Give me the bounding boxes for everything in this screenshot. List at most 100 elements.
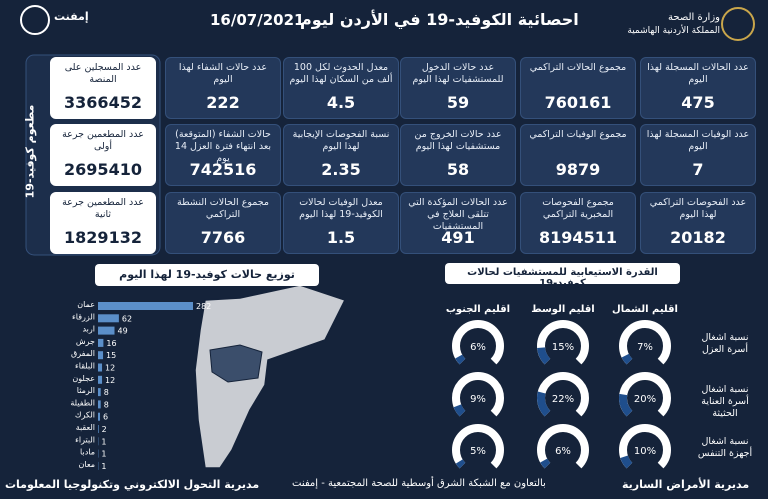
value-label: 1 (101, 450, 106, 459)
stat-value: 7 (692, 160, 704, 179)
gauge-label: 9% (470, 394, 486, 405)
gauge-track (537, 424, 589, 469)
vaccine-label: عدد المطعمين جرعة ثانية (62, 197, 144, 220)
gauge-title-box (445, 263, 680, 284)
stat-value: 742516 (189, 160, 257, 179)
gauge-track (619, 424, 671, 469)
category-label: مادبا (80, 448, 95, 457)
category-label: البتراء (75, 435, 95, 444)
gauge-value (537, 347, 551, 365)
stat-label: عدد حالات الخروج من مستشفيات لهذا اليوم (414, 129, 502, 152)
stat-card: عدد حالات الدخول للمستشفيات لهذا اليوم 59 (400, 57, 516, 119)
vaccine-value: 1829132 (64, 228, 142, 247)
stat-card: عدد الوفيات المسجلة لهذا اليوم 7 (640, 124, 756, 186)
row-label: نسبة اشغال أسرة العناية الحثيثة (701, 384, 749, 419)
stat-value: 58 (446, 160, 470, 179)
value-label: 1 (101, 462, 106, 471)
stat-card: عدد الحالات المسجلة لهذا اليوم 475 (640, 57, 756, 119)
stat-label: مجموع الوفيات التراكمي (529, 129, 627, 140)
gauge-label: 10% (634, 446, 656, 457)
stat-card: مجموع الفحوصات المخبرية التراكمي 8194511 (520, 192, 636, 254)
stat-card: عدد حالات الخروج من مستشفيات لهذا اليوم 5… (400, 124, 516, 186)
stat-value: 4.5 (326, 93, 356, 112)
category-label: العقبة (76, 423, 95, 432)
logo-right (721, 7, 755, 41)
bar (98, 375, 103, 384)
category-label: الرمثا (77, 386, 95, 395)
vaccine-card: عدد المطعمين جرعة أولى 2695410 (50, 124, 156, 186)
value-label: 49 (118, 327, 128, 336)
category-label: البلقاء (75, 362, 95, 371)
bar (98, 338, 104, 347)
vaccine-title: مطعوم كوفيد-19 (23, 104, 37, 199)
bar (98, 425, 99, 433)
stat-value: 9879 (555, 160, 601, 179)
value-label: 15 (106, 351, 116, 360)
stat-value: 491 (441, 228, 475, 247)
stat-value: 475 (681, 93, 715, 112)
stat-card: معدل الوفيات لحالات الكوفيد-19 لهذا اليو… (283, 192, 399, 254)
vaccine-label: عدد المسجلين على المنصة (64, 62, 142, 85)
vaccine-value: 3366452 (64, 93, 142, 112)
value-label: 62 (122, 314, 132, 323)
gauge-label: 15% (552, 342, 574, 353)
map (194, 284, 347, 469)
ministry: وزارة الصحة (668, 12, 720, 23)
category-label: جرش (76, 337, 95, 346)
gauge-value (455, 354, 466, 365)
value-label: 1 (101, 437, 106, 446)
region-label: اقليم الوسط (531, 304, 594, 315)
category-label: عجلون (72, 374, 95, 383)
kingdom: المملكة الأردنية الهاشمية (627, 26, 720, 36)
value-label: 282 (196, 302, 211, 311)
stat-value: 8194511 (539, 228, 617, 247)
gauge-value (620, 455, 633, 469)
stat-card: حالات الشفاء (المتوقعة) بعد انتهاء فترة … (165, 124, 281, 186)
stat-value: 2.35 (321, 160, 361, 179)
logo-left (20, 5, 50, 35)
stat-label: عدد الوفيات المسجلة لهذا اليوم (646, 129, 750, 152)
stat-card: عدد الحالات المؤكدة التي تتلقى العلاج في… (400, 192, 516, 254)
category-label: الكرك (75, 411, 95, 420)
row-label: نسبة اشغال أسرة العزل (701, 332, 749, 355)
category-label: المفرق (71, 349, 95, 358)
value-label: 16 (106, 339, 116, 348)
gauge-value (621, 353, 633, 365)
gauge-label: 22% (552, 394, 574, 405)
stat-card: معدل الحدوث لكل 100 ألف من السكان لهذا ا… (283, 57, 399, 119)
value-label: 2 (102, 425, 107, 434)
bar (98, 388, 101, 397)
gauge-label: 6% (555, 446, 571, 457)
category-label: معان (79, 460, 95, 469)
bar (98, 412, 101, 421)
stat-card: عدد حالات الشفاء لهذا اليوم 222 (165, 57, 281, 119)
footer-right: مديرية الأمراض السارية (622, 478, 750, 491)
map-highlight (209, 344, 263, 383)
value-label: 12 (105, 364, 115, 373)
gauge-value (455, 459, 466, 469)
stat-card: مجموع الحالات النشطة التراكمي 7766 (165, 192, 281, 254)
gauge-value (540, 458, 551, 469)
value-label: 12 (105, 376, 115, 385)
stat-value: 20182 (670, 228, 726, 247)
date: 16/07/2021 (210, 11, 305, 29)
vaccine-value: 2695410 (64, 160, 142, 179)
title: احصائية الكوفيد-19 في الأردن ليوم (300, 10, 579, 29)
stat-card: مجموع الحالات التراكمي 760161 (520, 57, 636, 119)
category-label: عمان (77, 300, 95, 309)
footer-center: بالتعاون مع الشبكة الشرق أوسطية للصحة ال… (292, 478, 546, 489)
region-label: اقليم الشمال (612, 304, 678, 315)
gauge-value (619, 393, 633, 417)
bar (98, 314, 119, 323)
stat-value: 760161 (544, 93, 612, 112)
gauge-label: 6% (470, 342, 486, 353)
bar (98, 326, 115, 335)
gauge-track (452, 372, 504, 417)
vaccine-label: عدد المطعمين جرعة أولى (62, 129, 144, 152)
stat-value: 1.5 (326, 228, 356, 247)
stat-label: عدد حالات الشفاء لهذا اليوم (178, 62, 268, 85)
stat-value: 222 (206, 93, 240, 112)
bar (98, 363, 103, 372)
bar (98, 400, 101, 409)
